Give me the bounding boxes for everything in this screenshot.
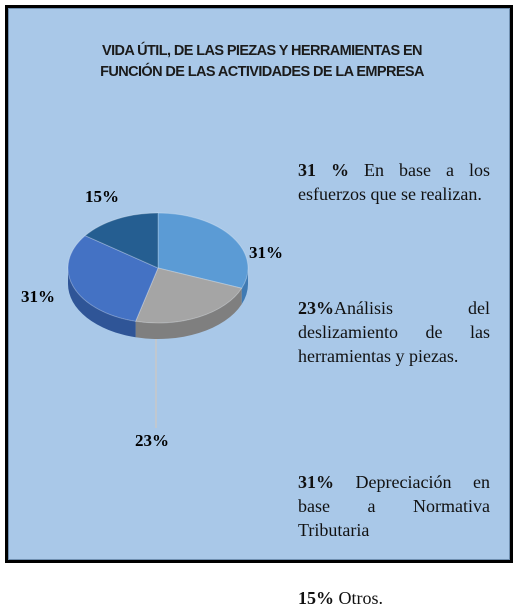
pie-slice	[67, 235, 159, 322]
legend-item: 15% Otros.	[298, 586, 490, 610]
pie-slice	[84, 212, 159, 269]
legend-item: 31% Depreciación en base a Normativa Tri…	[298, 470, 490, 542]
data-label: 23%	[135, 431, 169, 450]
data-label: 31%	[21, 287, 55, 306]
data-label: 31%	[249, 243, 283, 262]
legend-pct: 23%	[298, 298, 334, 318]
pie-slice	[134, 267, 243, 324]
legend-pct: 15%	[298, 588, 334, 608]
legend-text: Análisis del deslizamiento de las herram…	[298, 298, 490, 366]
chart-title: FUNCIÓN DE LAS ACTIVIDADES DE LA EMPRESA	[100, 62, 425, 80]
legend-pct: 31%	[298, 472, 334, 492]
legend-text: En base a los esfuerzos que se realizan.	[298, 160, 491, 204]
legend-text: Otros.	[338, 588, 384, 608]
pie-side	[68, 268, 136, 338]
pie-side	[241, 268, 248, 305]
legend-item: 23%Análisis del deslizamiento de las her…	[298, 296, 490, 368]
legend-pct: 31 %	[298, 160, 350, 180]
chart-title: VIDA ÚTIL, DE LAS PIEZAS Y HERRAMIENTAS …	[102, 41, 422, 59]
legend-text: Depreciación en base a Normativa Tributa…	[298, 472, 490, 540]
pie-side	[135, 288, 242, 339]
legend-item: 31 % En base a los esfuerzos que se real…	[298, 158, 490, 206]
data-label: 15%	[85, 187, 119, 206]
pie-slice	[157, 212, 249, 289]
